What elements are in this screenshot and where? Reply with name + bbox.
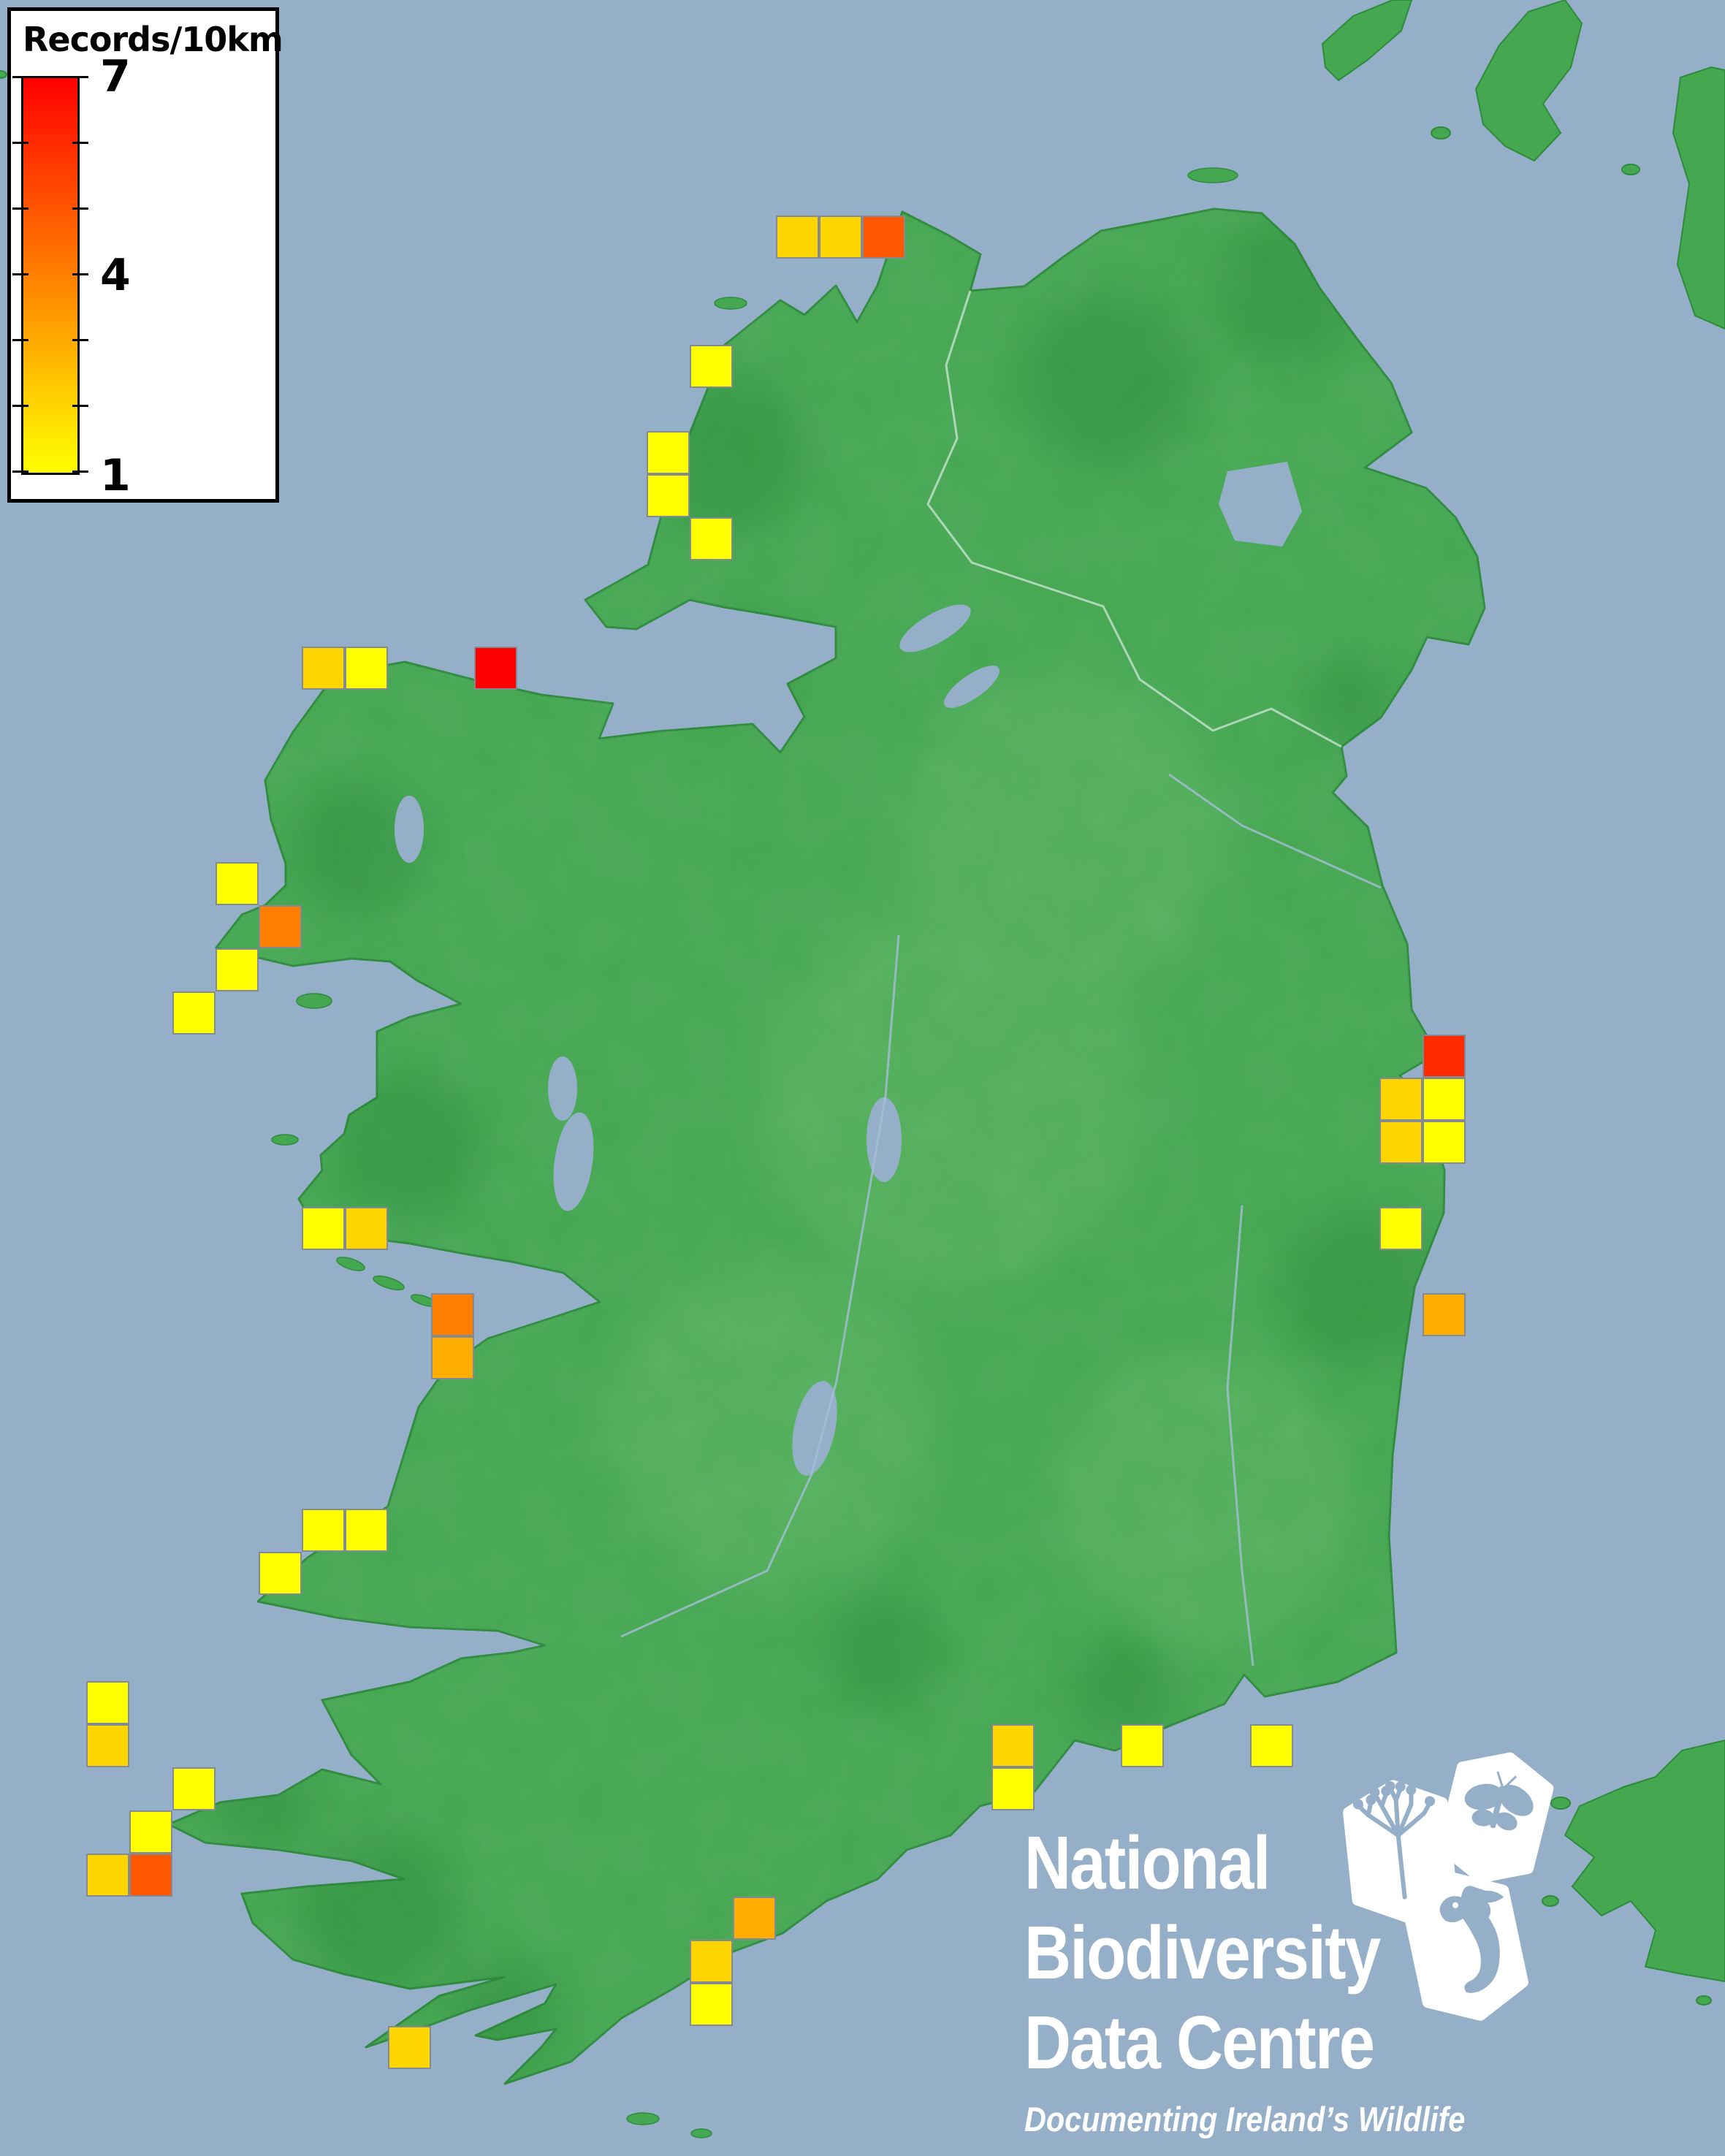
grid-cell <box>345 1509 388 1552</box>
grid-cell <box>647 474 690 517</box>
grid-cell <box>1423 1121 1466 1164</box>
grid-cell <box>431 1293 474 1336</box>
grid-cell <box>690 345 733 388</box>
grid-cell <box>86 1854 129 1897</box>
grid-cell <box>1121 1724 1164 1767</box>
islands <box>271 167 1238 2138</box>
grid-cell <box>1379 1207 1423 1250</box>
legend-tick <box>72 273 88 275</box>
legend-tick <box>72 207 88 210</box>
legend-tick <box>12 339 28 341</box>
grid-cell <box>474 647 517 690</box>
grid-cell <box>259 905 302 948</box>
grid-cell <box>302 1207 345 1250</box>
grid-cell <box>862 216 905 259</box>
grid-cell <box>345 647 388 690</box>
rivers <box>620 773 1382 1666</box>
grid-cell <box>172 991 216 1035</box>
legend-label-mid: 4 <box>100 250 131 301</box>
legend-tick <box>72 76 88 78</box>
grid-cell <box>259 1552 302 1595</box>
grid-cell <box>129 1810 172 1854</box>
legend-tick <box>12 405 28 407</box>
legend-tick <box>72 471 88 473</box>
scotland-islands <box>0 0 1725 330</box>
legend-label-min: 1 <box>100 450 131 501</box>
grid-cell <box>1379 1078 1423 1121</box>
legend-label-max: 7 <box>100 51 131 102</box>
legend-tick <box>72 405 88 407</box>
legend-tick <box>12 471 28 473</box>
legend-tick <box>12 207 28 210</box>
lowland-shading <box>606 679 1352 1644</box>
lakes <box>395 462 1302 1476</box>
grid-cell <box>1379 1121 1423 1164</box>
grid-cell <box>1423 1078 1466 1121</box>
grid-cell <box>302 1509 345 1552</box>
grid-cell <box>690 1940 733 1983</box>
grid-cell <box>388 2026 431 2069</box>
grid-cell <box>690 517 733 560</box>
legend-tick <box>72 142 88 144</box>
grid-cell <box>1250 1724 1293 1767</box>
grid-cell <box>991 1724 1035 1767</box>
wales-coast <box>1542 1739 1725 2005</box>
legend-tick <box>72 339 88 341</box>
grid-cell <box>345 1207 388 1250</box>
grid-cell <box>431 1336 474 1379</box>
legend-tick <box>12 273 28 275</box>
grid-cell <box>86 1724 129 1767</box>
legend-tick <box>12 142 28 144</box>
grid-cell <box>302 647 345 690</box>
legend-gradient-bar <box>21 76 80 475</box>
legend-tick <box>12 76 28 78</box>
legend-title: Records/10km <box>23 20 283 59</box>
grid-cell <box>216 948 259 991</box>
grid-cell <box>819 216 862 259</box>
grid-cell <box>647 431 690 474</box>
grid-cell <box>1423 1293 1466 1336</box>
grid-cell <box>690 1983 733 2026</box>
grid-cell <box>991 1767 1035 1810</box>
grid-cell <box>776 216 819 259</box>
grid-cell <box>172 1767 216 1810</box>
grid-cell <box>216 862 259 905</box>
grid-cell <box>129 1854 172 1897</box>
grid-cell <box>1423 1035 1466 1078</box>
grid-cell <box>733 1897 776 1940</box>
grid-cell <box>86 1681 129 1724</box>
legend-panel: Records/10km 7 4 1 <box>7 7 283 503</box>
ni-border <box>926 290 1342 748</box>
